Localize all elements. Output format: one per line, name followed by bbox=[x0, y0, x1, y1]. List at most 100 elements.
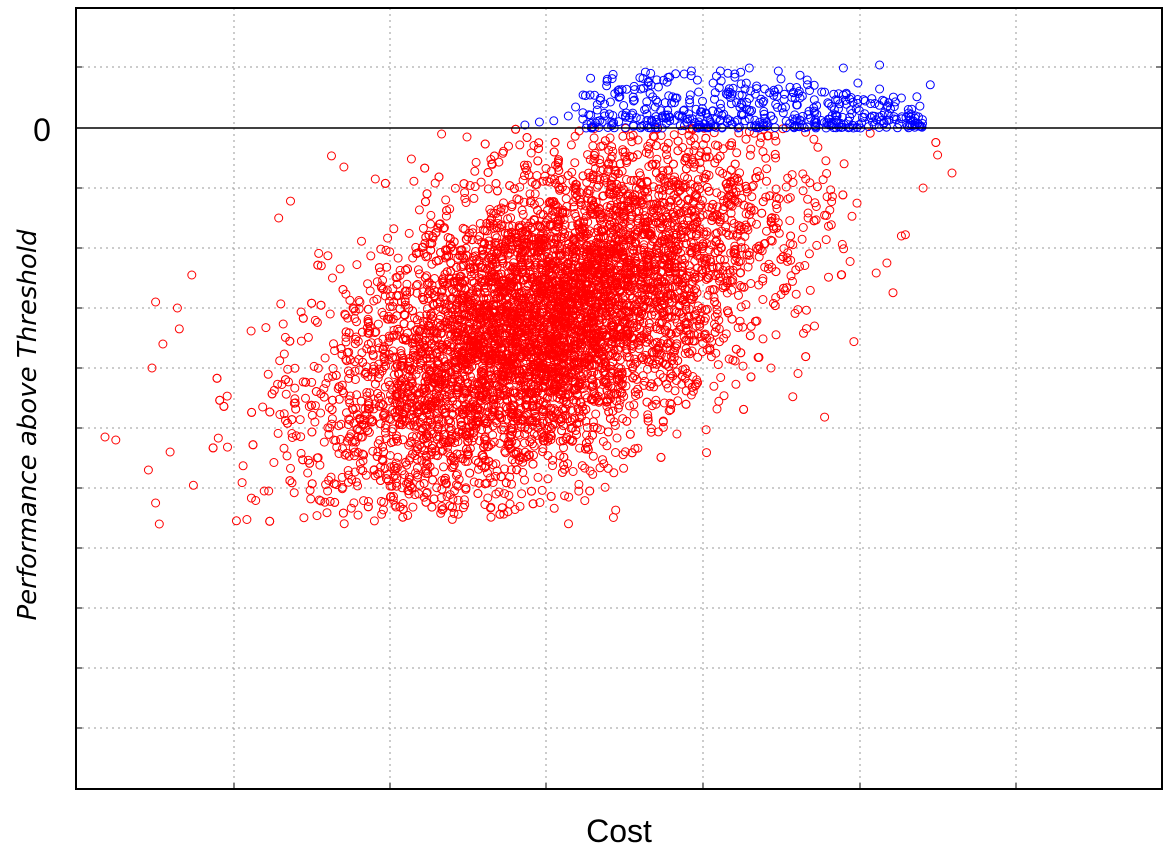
data-point-below-threshold bbox=[405, 229, 413, 237]
data-point-below-threshold bbox=[427, 211, 435, 219]
data-point-below-threshold bbox=[613, 434, 621, 442]
data-point-below-threshold bbox=[759, 335, 767, 343]
data-point-below-threshold bbox=[496, 439, 504, 447]
data-point-below-threshold bbox=[527, 149, 535, 157]
data-point-below-threshold bbox=[505, 142, 513, 150]
data-point-below-threshold bbox=[484, 185, 492, 193]
data-point-below-threshold bbox=[889, 289, 897, 297]
data-point-below-threshold bbox=[470, 194, 478, 202]
data-point-below-threshold bbox=[315, 249, 323, 257]
data-point-below-threshold bbox=[664, 156, 672, 164]
data-point-below-threshold bbox=[283, 452, 291, 460]
data-point-below-threshold bbox=[549, 462, 557, 470]
data-point-below-threshold bbox=[317, 409, 325, 417]
data-point-below-threshold bbox=[501, 490, 509, 498]
data-point-below-threshold bbox=[772, 137, 780, 145]
data-point-below-threshold bbox=[544, 475, 552, 483]
data-point-below-threshold bbox=[189, 481, 197, 489]
data-point-below-threshold bbox=[840, 160, 848, 168]
data-point-below-threshold bbox=[262, 324, 270, 332]
data-point-below-threshold bbox=[270, 459, 278, 467]
data-point-below-threshold bbox=[703, 449, 711, 457]
data-point-below-threshold bbox=[370, 517, 378, 525]
data-point-below-threshold bbox=[609, 514, 617, 522]
data-point-below-threshold bbox=[802, 306, 810, 314]
data-point-below-threshold bbox=[223, 392, 231, 400]
data-point-below-threshold bbox=[471, 167, 479, 175]
data-point-below-threshold bbox=[846, 258, 854, 266]
data-point-below-threshold bbox=[732, 380, 740, 388]
data-point-below-threshold bbox=[410, 177, 418, 185]
data-point-below-threshold bbox=[379, 506, 387, 514]
data-point-below-threshold bbox=[300, 514, 308, 522]
data-point-below-threshold bbox=[243, 516, 251, 524]
data-point-below-threshold bbox=[390, 225, 398, 233]
data-point-below-threshold bbox=[733, 149, 741, 157]
data-point-below-threshold bbox=[772, 185, 780, 193]
data-point-below-threshold bbox=[431, 179, 439, 187]
data-point-below-threshold bbox=[247, 327, 255, 335]
data-point-below-threshold bbox=[571, 159, 579, 167]
data-point-below-threshold bbox=[442, 196, 450, 204]
data-point-below-threshold bbox=[377, 245, 385, 253]
data-point-below-threshold bbox=[784, 195, 792, 203]
data-point-below-threshold bbox=[329, 274, 337, 282]
data-point-below-threshold bbox=[717, 374, 725, 382]
data-point-below-threshold bbox=[336, 265, 344, 273]
data-point-below-threshold bbox=[742, 135, 750, 143]
data-point-below-threshold bbox=[823, 170, 831, 178]
data-point-below-threshold bbox=[521, 476, 529, 484]
data-point-below-threshold bbox=[274, 429, 282, 437]
data-point-below-threshold bbox=[367, 252, 375, 260]
data-point-below-threshold bbox=[544, 452, 552, 460]
data-point-below-threshold bbox=[515, 431, 523, 439]
data-point-below-threshold bbox=[789, 277, 797, 285]
data-point-below-threshold bbox=[472, 158, 480, 166]
data-point-below-threshold bbox=[601, 483, 609, 491]
data-point-below-threshold bbox=[384, 234, 392, 242]
data-point-below-threshold bbox=[763, 177, 771, 185]
data-point-below-threshold bbox=[307, 495, 315, 503]
data-point-below-threshold bbox=[354, 511, 362, 519]
data-point-below-threshold bbox=[619, 132, 627, 140]
data-point-below-threshold bbox=[264, 370, 272, 378]
data-point-below-threshold bbox=[316, 461, 324, 469]
data-point-below-threshold bbox=[567, 141, 575, 149]
data-point-below-threshold bbox=[853, 199, 861, 207]
data-point-below-threshold bbox=[838, 240, 846, 248]
data-point-below-threshold bbox=[589, 142, 597, 150]
data-point-below-threshold bbox=[825, 222, 833, 230]
data-point-below-threshold bbox=[806, 286, 814, 294]
data-point-below-threshold bbox=[786, 217, 794, 225]
data-point-below-threshold bbox=[581, 497, 589, 505]
data-point-below-threshold bbox=[326, 310, 334, 318]
data-point-below-threshold bbox=[850, 338, 858, 346]
data-point-below-threshold bbox=[508, 480, 516, 488]
data-point-below-threshold bbox=[742, 301, 750, 309]
data-point-below-threshold bbox=[610, 469, 618, 477]
data-point-below-threshold bbox=[437, 494, 445, 502]
data-point-below-threshold bbox=[284, 365, 292, 373]
data-point-below-threshold bbox=[562, 195, 570, 203]
data-point-below-threshold bbox=[297, 433, 305, 441]
data-point-below-threshold bbox=[214, 434, 222, 442]
data-point-below-threshold bbox=[506, 473, 514, 481]
data-point-below-threshold bbox=[612, 506, 620, 514]
data-point-below-threshold bbox=[789, 241, 797, 249]
data-point-below-threshold bbox=[756, 139, 764, 147]
data-point-below-threshold bbox=[487, 513, 495, 521]
data-point-below-threshold bbox=[279, 320, 287, 328]
data-point-below-threshold bbox=[804, 195, 812, 203]
data-point-below-threshold bbox=[371, 175, 379, 183]
data-point-below-threshold bbox=[798, 235, 806, 243]
data-point-below-threshold bbox=[590, 134, 598, 142]
data-point-below-threshold bbox=[358, 237, 366, 245]
data-point-below-threshold bbox=[440, 463, 448, 471]
data-point-below-threshold bbox=[589, 452, 597, 460]
data-point-below-threshold bbox=[872, 269, 880, 277]
data-point-below-threshold bbox=[472, 456, 480, 464]
data-point-below-threshold bbox=[291, 384, 299, 392]
data-point-below-threshold bbox=[413, 289, 421, 297]
data-point-below-threshold bbox=[714, 361, 722, 369]
data-point-below-threshold bbox=[813, 183, 821, 191]
